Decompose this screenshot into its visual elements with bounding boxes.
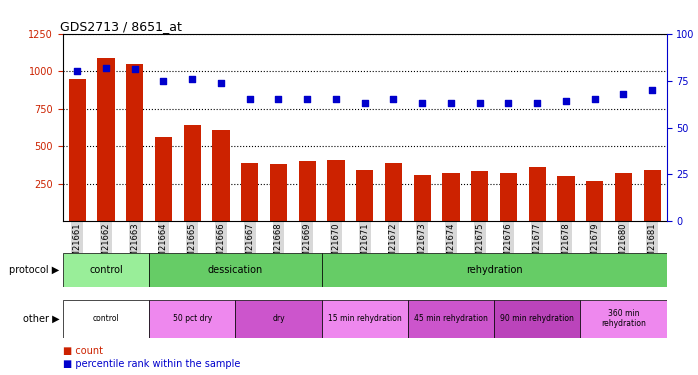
Text: protocol ▶: protocol ▶: [9, 265, 59, 275]
Bar: [149, 300, 235, 338]
Text: dessication: dessication: [208, 265, 263, 275]
Point: [359, 100, 370, 106]
Text: dry: dry: [272, 314, 285, 323]
Point: [129, 66, 140, 72]
Point: [388, 96, 399, 102]
Text: rehydration: rehydration: [466, 265, 522, 275]
Bar: [644, 170, 661, 221]
Bar: [63, 300, 149, 338]
Bar: [443, 173, 459, 221]
Point: [186, 76, 198, 82]
Point: [618, 91, 629, 97]
Bar: [471, 171, 489, 221]
Point: [417, 100, 428, 106]
Text: 360 min
rehydration: 360 min rehydration: [601, 309, 646, 328]
Bar: [97, 58, 114, 221]
Point: [445, 100, 456, 106]
Text: control: control: [89, 265, 123, 275]
Bar: [63, 253, 149, 287]
Bar: [149, 253, 322, 287]
Bar: [184, 125, 201, 221]
Bar: [68, 79, 86, 221]
Bar: [327, 160, 345, 221]
Point: [101, 64, 112, 70]
Bar: [322, 300, 408, 338]
Point: [560, 98, 572, 104]
Bar: [586, 181, 603, 221]
Point: [216, 80, 227, 86]
Bar: [155, 137, 172, 221]
Text: 15 min rehydration: 15 min rehydration: [328, 314, 401, 323]
Text: GDS2713 / 8651_at: GDS2713 / 8651_at: [60, 20, 181, 33]
Bar: [270, 164, 287, 221]
Text: ■ percentile rank within the sample: ■ percentile rank within the sample: [63, 359, 240, 369]
Bar: [212, 130, 230, 221]
Bar: [494, 300, 580, 338]
Text: 90 min rehydration: 90 min rehydration: [500, 314, 574, 323]
Point: [244, 96, 255, 102]
Text: 45 min rehydration: 45 min rehydration: [414, 314, 488, 323]
Point: [158, 78, 169, 84]
Text: control: control: [93, 314, 119, 323]
Bar: [528, 166, 546, 221]
Point: [72, 68, 83, 74]
Bar: [385, 163, 402, 221]
Point: [646, 87, 658, 93]
Text: other ▶: other ▶: [23, 314, 59, 324]
Bar: [299, 161, 315, 221]
Point: [503, 100, 514, 106]
Text: 50 pct dry: 50 pct dry: [172, 314, 211, 323]
Bar: [615, 173, 632, 221]
Bar: [500, 172, 517, 221]
Point: [330, 96, 341, 102]
Bar: [408, 300, 494, 338]
Bar: [241, 163, 258, 221]
Bar: [557, 176, 574, 221]
Point: [302, 96, 313, 102]
Text: ■ count: ■ count: [63, 346, 103, 355]
Point: [474, 100, 485, 106]
Bar: [414, 175, 431, 221]
Point: [273, 96, 284, 102]
Bar: [322, 253, 667, 287]
Bar: [126, 64, 143, 221]
Bar: [580, 300, 667, 338]
Point: [589, 96, 600, 102]
Bar: [356, 170, 373, 221]
Point: [532, 100, 543, 106]
Bar: [235, 300, 322, 338]
